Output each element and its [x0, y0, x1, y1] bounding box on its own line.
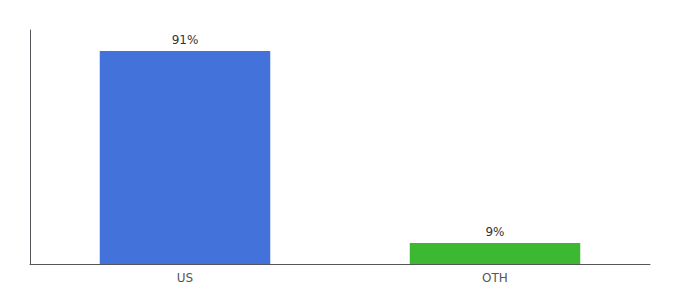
svg-text:OTH: OTH	[482, 271, 508, 285]
svg-text:91%: 91%	[172, 33, 199, 47]
svg-text:US: US	[177, 271, 193, 285]
svg-text:9%: 9%	[485, 225, 504, 239]
